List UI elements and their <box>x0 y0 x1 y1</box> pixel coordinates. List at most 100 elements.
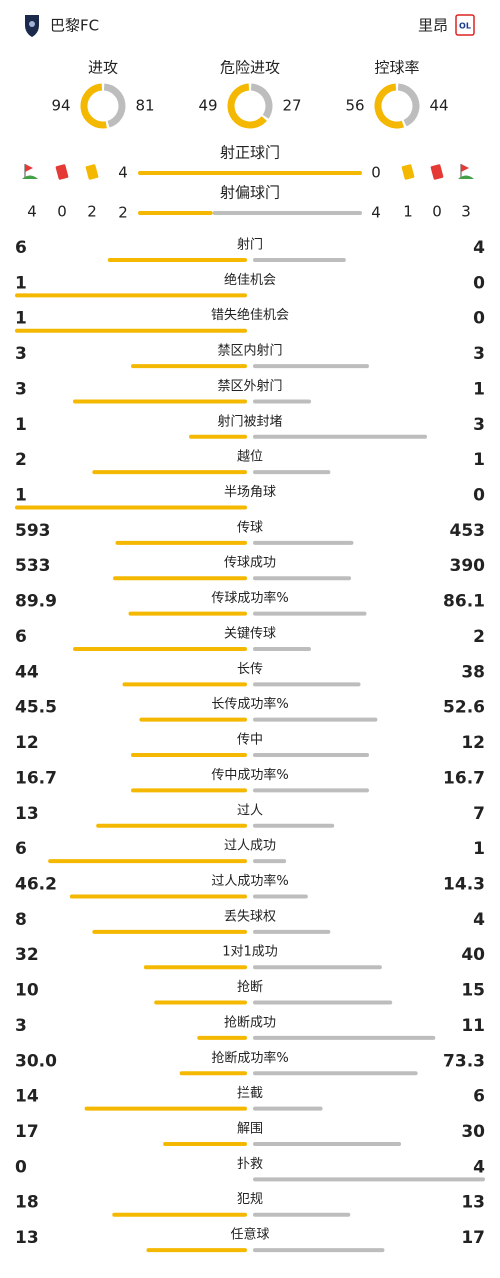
stat-home: 1 <box>15 273 27 293</box>
stat-home: 0 <box>15 1157 27 1177</box>
stat-label: 长传 <box>237 662 263 677</box>
stat-home-bar <box>15 505 247 510</box>
yellow-card-icon <box>401 164 415 180</box>
home-team: 巴黎FC <box>50 17 99 35</box>
donut-away-arc <box>250 83 273 119</box>
stat-label: 长传成功率% <box>211 696 288 712</box>
stat-label: 禁区内射门 <box>217 343 282 359</box>
donut-home-value: 94 <box>51 97 70 115</box>
stat-label: 过人成功率% <box>211 873 288 889</box>
stat-home-bar <box>113 576 247 581</box>
stat-away-bar <box>253 1035 436 1040</box>
stat-home: 13 <box>15 1228 39 1248</box>
stat-label: 射门被封堵 <box>217 413 282 429</box>
donut-label: 控球率 <box>374 59 419 77</box>
corner-icon <box>22 164 38 179</box>
stat-label: 过人 <box>237 803 263 818</box>
stat-home: 6 <box>15 238 27 258</box>
flag-ground <box>458 175 474 179</box>
stat-home-bar <box>179 1071 247 1076</box>
stat-home-bar <box>73 646 247 651</box>
away-team: 里昂 <box>418 17 448 35</box>
stat-away-bar <box>253 788 369 793</box>
stat-label: 错失绝佳机会 <box>211 307 289 323</box>
stat-away: 7 <box>473 804 485 824</box>
stat-home: 12 <box>15 733 39 753</box>
stat-away: 0 <box>473 309 485 329</box>
donut-away-value: 44 <box>429 97 448 115</box>
stat-home: 3 <box>15 344 27 364</box>
donut-away-arc <box>397 83 420 127</box>
shot-away: 4 <box>371 204 381 222</box>
donut-away-value: 81 <box>135 97 154 115</box>
yellow-card-icon <box>85 164 99 180</box>
stat-label: 1对1成功 <box>222 945 278 960</box>
stat-label: 传球成功率% <box>211 590 288 606</box>
svg-text:OL: OL <box>459 22 471 31</box>
stat-away: 13 <box>461 1193 485 1213</box>
stat-away-bar <box>253 1248 385 1253</box>
shot-label: 射正球门 <box>220 144 280 162</box>
away-logo: OL <box>455 14 475 36</box>
stat-away-bar <box>253 646 311 651</box>
stat-away-bar <box>253 682 361 687</box>
stat-away: 0 <box>473 273 485 293</box>
stat-home: 3 <box>15 379 27 399</box>
stat-away: 38 <box>461 662 485 682</box>
stat-away: 1 <box>473 379 485 399</box>
card-count: 3 <box>461 203 471 221</box>
card-count: 1 <box>403 203 413 221</box>
stat-away-bar <box>253 929 331 934</box>
stat-away: 453 <box>450 521 486 541</box>
stat-home: 13 <box>15 804 39 824</box>
card-count: 0 <box>432 203 442 221</box>
stat-home: 45.5 <box>15 698 57 718</box>
stat-home-bar <box>15 328 247 333</box>
stat-away-bar <box>253 576 352 581</box>
home-logo <box>25 15 39 37</box>
stat-home-bar <box>189 434 247 439</box>
stat-away-bar <box>253 1106 323 1111</box>
flag <box>25 164 33 172</box>
shot-home: 2 <box>118 204 128 222</box>
stat-away: 3 <box>473 415 485 435</box>
stat-away-bar <box>253 1142 402 1146</box>
stat-label: 任意球 <box>230 1227 269 1243</box>
stat-away-bar <box>253 965 382 970</box>
donut-home-value: 49 <box>198 97 217 115</box>
stat-label: 解围 <box>237 1122 263 1137</box>
stat-home: 10 <box>15 981 39 1001</box>
stat-home-bar <box>122 682 247 687</box>
stat-away-bar <box>253 1212 351 1217</box>
stat-home-bar <box>84 1106 247 1111</box>
stat-home-bar <box>131 364 247 369</box>
stat-away: 2 <box>473 627 485 647</box>
stat-away-bar <box>253 717 378 722</box>
stat-home-bar <box>163 1142 247 1146</box>
stat-label: 抢断 <box>237 979 263 995</box>
stat-home: 18 <box>15 1193 39 1213</box>
stat-home: 44 <box>15 662 39 682</box>
stat-away: 52.6 <box>443 698 485 718</box>
red-card-icon <box>55 164 69 180</box>
stat-label: 扑救 <box>237 1156 263 1172</box>
stat-away: 4 <box>473 1157 485 1177</box>
stat-away-bar <box>253 1177 485 1182</box>
stat-label: 传球 <box>237 520 263 535</box>
stat-away: 6 <box>473 1087 485 1107</box>
stat-home-bar <box>197 1035 247 1040</box>
stat-away: 30 <box>461 1122 485 1142</box>
donut-label: 危险进攻 <box>220 59 280 77</box>
stat-label: 禁区外射门 <box>217 378 282 394</box>
stat-home: 6 <box>15 627 27 647</box>
stat-away-bar <box>253 434 427 439</box>
stat-label: 越位 <box>237 450 263 465</box>
stat-label: 传中成功率% <box>211 767 288 783</box>
stat-home: 1 <box>15 486 27 506</box>
donut-away-arc <box>103 83 126 128</box>
stat-away: 0 <box>473 486 485 506</box>
card-count: 4 <box>27 203 37 221</box>
stat-home-bar <box>146 1248 247 1253</box>
stat-home: 30.0 <box>15 1051 57 1071</box>
stat-home: 89.9 <box>15 592 57 612</box>
